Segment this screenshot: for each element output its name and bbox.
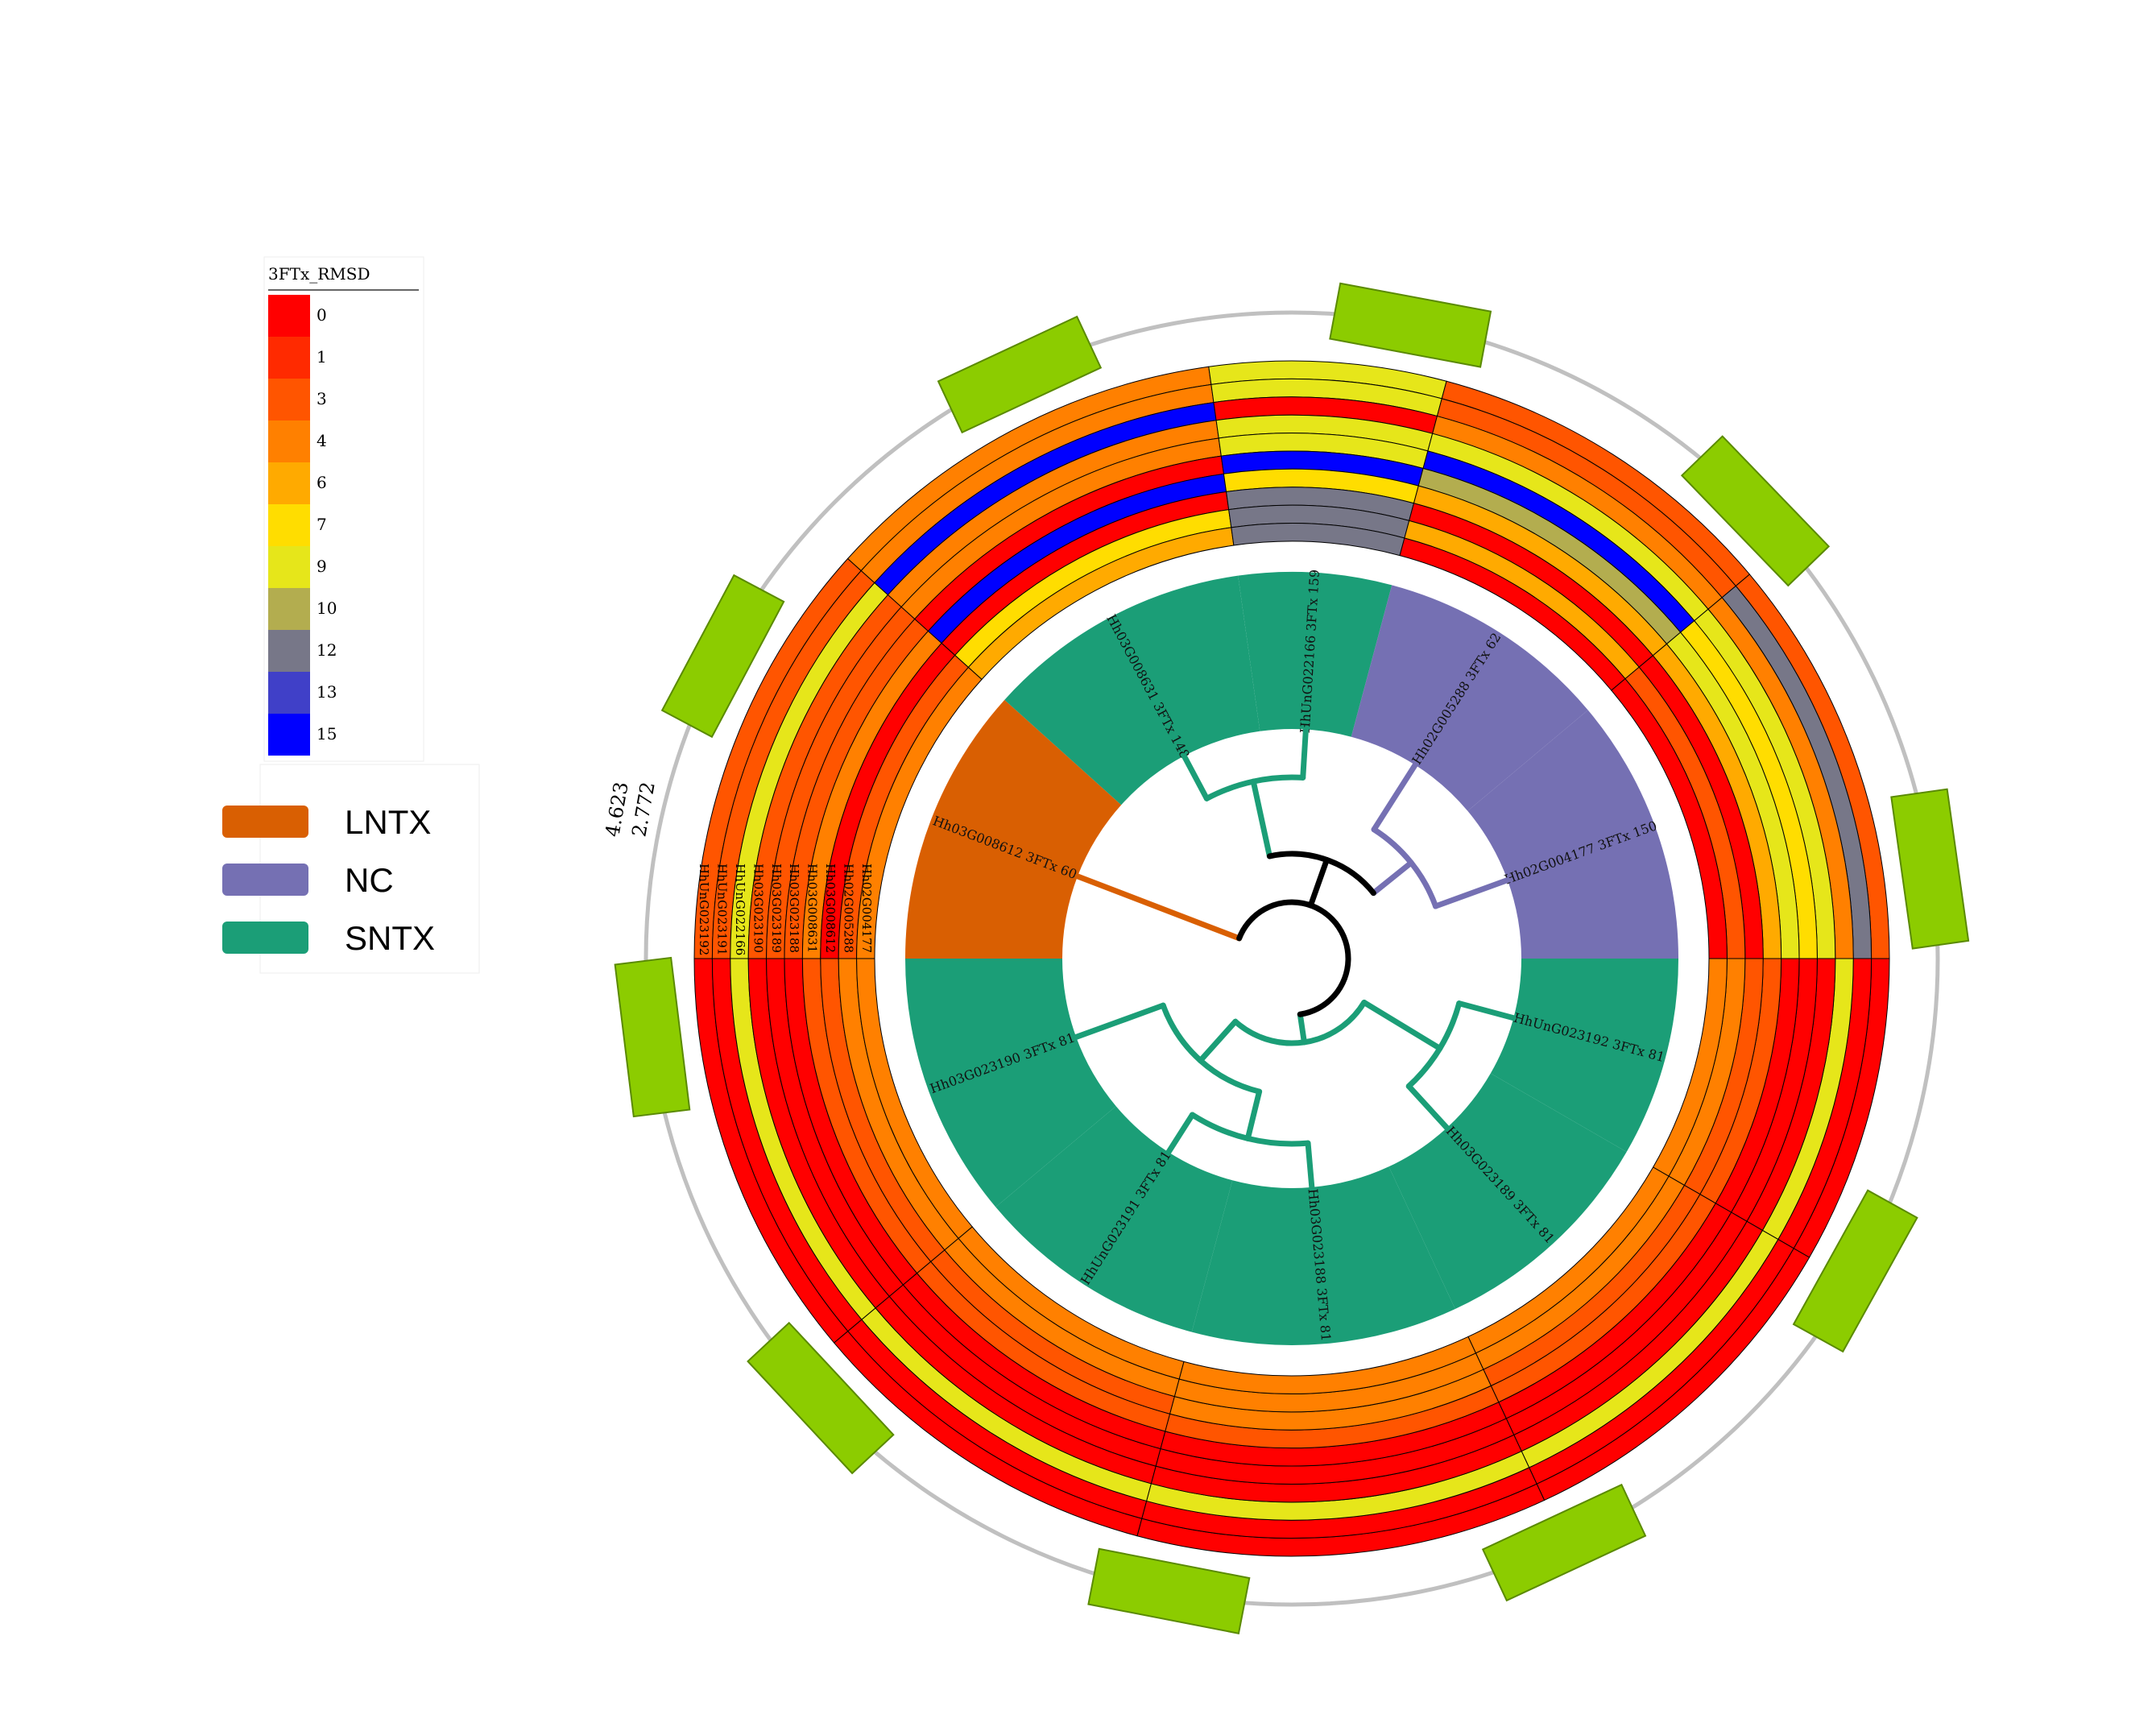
- heat-legend-label: 1: [317, 347, 327, 367]
- heat-row-label: Hh02G005288: [841, 864, 855, 953]
- heat-legend-swatch: [268, 630, 310, 672]
- heat-legend-swatch: [268, 546, 310, 588]
- heat-row-label: Hh03G023190: [751, 864, 765, 953]
- leaf-sector: [1388, 1073, 1627, 1310]
- heat-legend-label: 4: [317, 431, 327, 450]
- outer-box: [1329, 282, 1492, 368]
- branch: [1307, 856, 1330, 909]
- branch: [1370, 859, 1414, 897]
- branch: [1405, 1083, 1450, 1131]
- heat-legend-label: 15: [317, 724, 337, 743]
- heat-legend-label: 12: [317, 640, 337, 660]
- heat-legend-label: 3: [317, 389, 327, 408]
- scale-label: 2.772: [627, 781, 660, 839]
- heat-row-label: HhUnG023192: [697, 864, 711, 955]
- heat-legend-swatch: [268, 295, 310, 337]
- heat-legend-label: 7: [317, 515, 327, 534]
- heat-legend-label: 0: [317, 305, 327, 325]
- heat-row-label: Hh03G023189: [769, 864, 784, 953]
- group-legend-swatch: [222, 864, 308, 896]
- heat-row-label: Hh02G004177: [859, 864, 874, 953]
- heat-legend-label: 9: [317, 557, 327, 576]
- branch: [1361, 999, 1443, 1052]
- branch: [1181, 752, 1210, 801]
- branch: [1371, 762, 1418, 833]
- heat-legend-swatch: [268, 672, 310, 714]
- outer-box: [937, 315, 1103, 434]
- heat-row-label: Hh03G008612: [823, 864, 838, 953]
- leaf-sector: [1191, 1166, 1455, 1346]
- heat-legend-swatch: [268, 462, 310, 504]
- leaf-sector: [995, 1106, 1233, 1332]
- leaf-sector: [905, 699, 1122, 959]
- leaf-sector: [1004, 575, 1260, 806]
- branch: [1456, 1000, 1517, 1021]
- branch: [1198, 1018, 1239, 1064]
- outer-box: [747, 1321, 895, 1475]
- outer-box: [614, 956, 691, 1118]
- branch: [1165, 1112, 1195, 1155]
- heat-legend-swatch: [268, 337, 310, 379]
- heat-legend-label: 10: [317, 598, 337, 618]
- branch: [1433, 877, 1511, 909]
- outer-ring: [643, 310, 1940, 1607]
- heat-legend-swatch: [268, 420, 310, 462]
- group-legend-label: NC: [345, 861, 394, 899]
- heat-legend-label: 13: [317, 682, 337, 702]
- heat-legend-swatch: [268, 588, 310, 630]
- branch: [1300, 727, 1309, 781]
- branch: [1244, 1088, 1263, 1141]
- leaf-sector: [1467, 710, 1678, 959]
- heat-row-label: Hh03G008631: [805, 864, 820, 953]
- outer-box: [1680, 435, 1831, 587]
- heat-legend-swatch: [268, 714, 310, 756]
- outer-box: [1087, 1547, 1251, 1634]
- branch: [1297, 1011, 1307, 1046]
- heat-legend-swatch: [268, 379, 310, 420]
- leaf-sector: [1238, 572, 1393, 737]
- leaf-sector: [1490, 959, 1678, 1152]
- outer-box: [1890, 788, 1970, 950]
- branch: [1250, 778, 1272, 859]
- heat-row-label: HhUnG022166: [733, 864, 747, 955]
- heat-legend-label: 6: [317, 473, 327, 492]
- group-legend-swatch: [222, 806, 308, 838]
- heat-row-label: HhUnG023191: [715, 864, 730, 955]
- branch: [1305, 1140, 1315, 1191]
- branch: [1073, 1002, 1166, 1040]
- leaf-sector: [905, 959, 1116, 1207]
- heat-legend-title: 3FTx_RMSD: [268, 264, 370, 284]
- heat-row-label: Hh03G023188: [787, 864, 801, 953]
- outer-box: [1792, 1189, 1918, 1353]
- branch: [1236, 899, 1351, 1017]
- branch: [1074, 873, 1243, 942]
- heat-cell: [856, 958, 973, 1240]
- heat-legend-swatch: [268, 504, 310, 546]
- group-legend-label: SNTX: [345, 919, 435, 957]
- outer-box: [1481, 1483, 1647, 1602]
- leaf-sector: [1351, 585, 1588, 811]
- group-legend-label: LNTX: [345, 803, 431, 841]
- outer-box: [660, 574, 785, 739]
- group-legend-swatch: [222, 922, 308, 954]
